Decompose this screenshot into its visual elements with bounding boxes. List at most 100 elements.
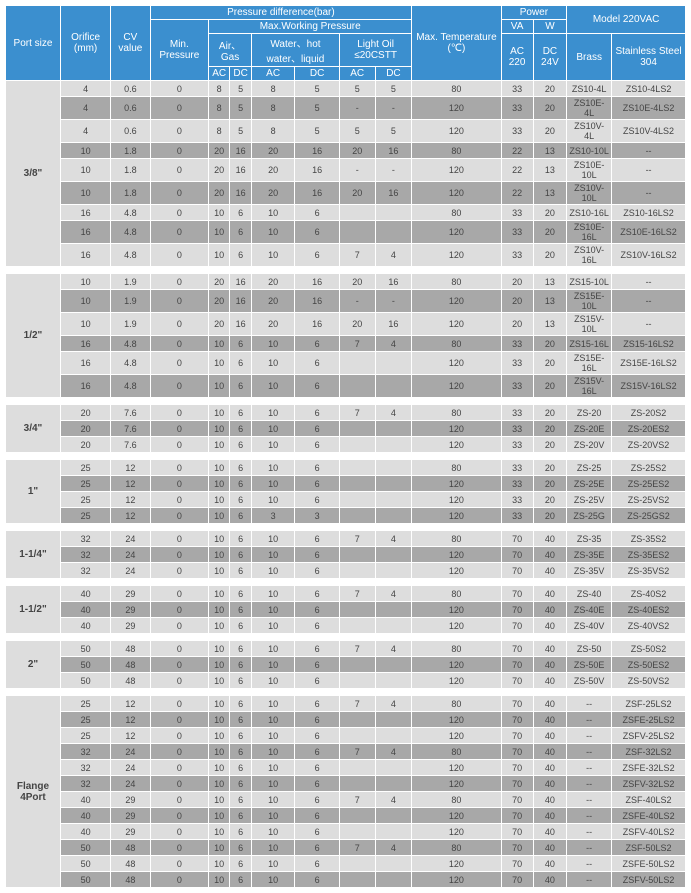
- cell: [340, 221, 375, 243]
- cell: 120: [412, 856, 500, 871]
- cell: 5: [230, 97, 251, 119]
- cell: ZS10-4LS2: [612, 81, 685, 96]
- cell: --: [567, 824, 611, 839]
- cell: 7: [340, 586, 375, 601]
- table-row: 101.80201620162016802213ZS10-10L--: [6, 143, 685, 158]
- cell: 40: [534, 824, 567, 839]
- cell: 8: [252, 120, 294, 142]
- cell: 24: [111, 531, 149, 546]
- table-row: 1-1/4"3224010610674807040ZS-35ZS-35S2: [6, 531, 685, 546]
- cell: 70: [502, 792, 533, 807]
- cell: 5: [340, 81, 375, 96]
- cell: 3: [295, 508, 339, 523]
- table-row: 25120106331203320ZS-25GZS-25GS2: [6, 508, 685, 523]
- cell: 16: [295, 274, 339, 289]
- table-row: Flange 4Port2512010610674807040--ZSF-25L…: [6, 696, 685, 711]
- hdr-max-work: Max.Working Pressure: [209, 20, 411, 33]
- cell: 6: [230, 205, 251, 220]
- cell: 7.6: [111, 421, 149, 436]
- cell: 20: [252, 290, 294, 312]
- cell: 3: [252, 508, 294, 523]
- cell: ZS10-10L: [567, 143, 611, 158]
- cell: 0: [151, 437, 209, 452]
- cell: 10: [209, 460, 229, 475]
- cell: 6: [295, 840, 339, 855]
- cell: 10: [209, 872, 229, 887]
- cell: ZS-40E: [567, 602, 611, 617]
- cell: --: [567, 808, 611, 823]
- cell: ZS15-10L: [567, 274, 611, 289]
- cell: ZSFE-25LS2: [612, 712, 685, 727]
- cell: 70: [502, 712, 533, 727]
- cell: 22: [502, 143, 533, 158]
- cell: ZS-35E: [567, 547, 611, 562]
- cell: 120: [412, 872, 500, 887]
- group-label: 3/8": [6, 81, 60, 266]
- cell: ZS-35V: [567, 563, 611, 578]
- cell: 6: [230, 728, 251, 743]
- cell: [376, 547, 412, 562]
- cell: [340, 508, 375, 523]
- cell: ZS10E-4L: [567, 97, 611, 119]
- table-row: 251201061061207040--ZSFV-25LS2: [6, 728, 685, 743]
- cell: ZSF-25LS2: [612, 696, 685, 711]
- cell: 20: [534, 352, 567, 374]
- cell: 6: [295, 476, 339, 491]
- cell: 1.8: [111, 143, 149, 158]
- cell: 6: [295, 696, 339, 711]
- cell: 24: [111, 563, 149, 578]
- cell: --: [567, 776, 611, 791]
- cell: 29: [111, 792, 149, 807]
- cell: 0: [151, 405, 209, 420]
- cell: 80: [412, 696, 500, 711]
- cell: 6: [230, 712, 251, 727]
- cell: 10: [209, 221, 229, 243]
- cell: 6: [230, 696, 251, 711]
- cell: ZS10V-4LS2: [612, 120, 685, 142]
- cell: 120: [412, 244, 500, 266]
- cell: 12: [111, 492, 149, 507]
- cell: 10: [252, 437, 294, 452]
- cell: 4: [61, 97, 110, 119]
- cell: 10: [252, 641, 294, 656]
- cell: 33: [502, 508, 533, 523]
- cell: --: [612, 290, 685, 312]
- table-row: 402901061061207040--ZSFV-40LS2: [6, 824, 685, 839]
- cell: 4: [61, 81, 110, 96]
- cell: 40: [534, 641, 567, 656]
- cell: ZS10-4L: [567, 81, 611, 96]
- cell: 40: [61, 586, 110, 601]
- cell: 0: [151, 352, 209, 374]
- cell: 10: [209, 840, 229, 855]
- cell: 10: [252, 824, 294, 839]
- cell: 10: [252, 808, 294, 823]
- cell: 33: [502, 492, 533, 507]
- cell: ZS-25ES2: [612, 476, 685, 491]
- group-label: Flange 4Port: [6, 696, 60, 887]
- cell: 16: [61, 205, 110, 220]
- cell: 120: [412, 563, 500, 578]
- cell: [376, 824, 412, 839]
- cell: 10: [252, 872, 294, 887]
- cell: 70: [502, 531, 533, 546]
- table-row: 504801061061207040--ZSFV-50LS2: [6, 872, 685, 887]
- cell: 0: [151, 824, 209, 839]
- cell: 6: [230, 221, 251, 243]
- cell: [340, 205, 375, 220]
- cell: -: [376, 159, 412, 181]
- cell: 8: [252, 81, 294, 96]
- cell: [376, 673, 412, 688]
- cell: ZS15E-16L: [567, 352, 611, 374]
- cell: 10: [209, 696, 229, 711]
- cell: ZS10-16LS2: [612, 205, 685, 220]
- cell: 8: [209, 97, 229, 119]
- cell: 20: [534, 437, 567, 452]
- cell: 120: [412, 182, 500, 204]
- cell: [376, 352, 412, 374]
- cell: 80: [412, 792, 500, 807]
- cell: 0: [151, 159, 209, 181]
- cell: ZS15E-16LS2: [612, 352, 685, 374]
- cell: ZS10V-16L: [567, 244, 611, 266]
- cell: 20: [209, 143, 229, 158]
- cell: ZS-25S2: [612, 460, 685, 475]
